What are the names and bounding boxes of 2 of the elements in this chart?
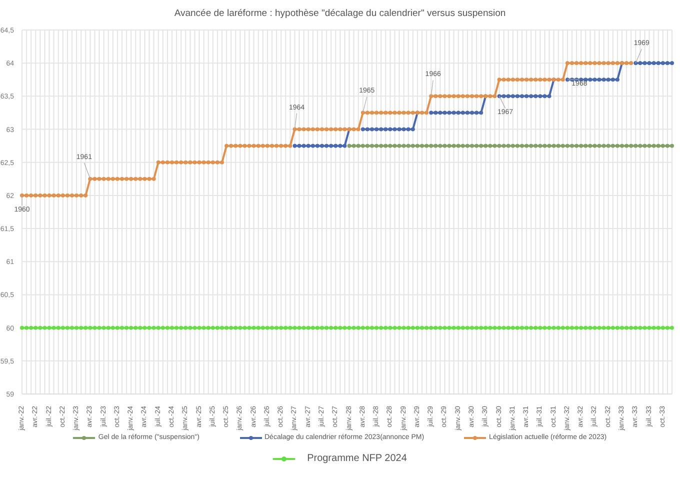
legend-label: Programme NFP 2024 bbox=[307, 453, 407, 464]
chart-title: Avancée de laréforme : hypothèse "décalage du calendrier" versus suspension bbox=[173, 7, 507, 21]
